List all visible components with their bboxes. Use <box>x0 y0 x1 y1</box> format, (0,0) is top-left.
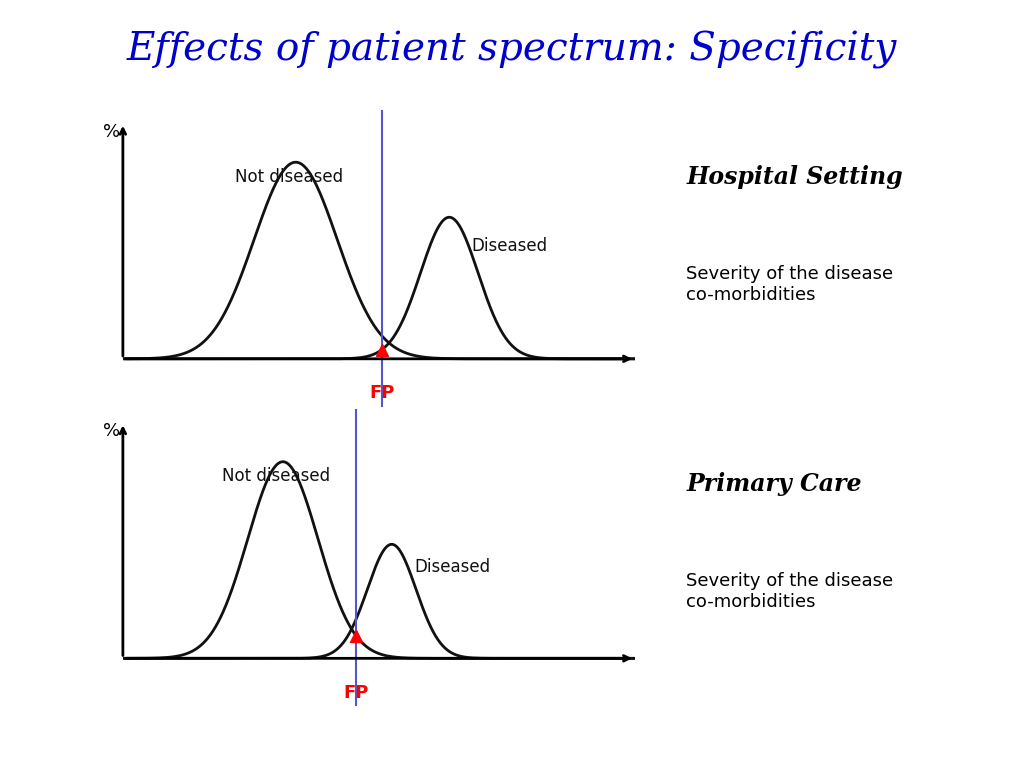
Text: Effects of patient spectrum: Specificity: Effects of patient spectrum: Specificity <box>127 31 897 68</box>
Text: Not diseased: Not diseased <box>236 167 343 186</box>
Text: %: % <box>102 123 120 141</box>
Text: Severity of the disease
co-morbidities: Severity of the disease co-morbidities <box>686 572 893 611</box>
Text: Diseased: Diseased <box>414 558 490 576</box>
Text: Diseased: Diseased <box>472 237 548 254</box>
Text: FP: FP <box>370 384 395 402</box>
Text: Not diseased: Not diseased <box>222 467 331 485</box>
Text: FP: FP <box>344 684 370 702</box>
Text: %: % <box>102 422 120 440</box>
Text: Hospital Setting: Hospital Setting <box>686 164 903 189</box>
Text: Severity of the disease
co-morbidities: Severity of the disease co-morbidities <box>686 265 893 303</box>
Text: Primary Care: Primary Care <box>686 472 861 496</box>
